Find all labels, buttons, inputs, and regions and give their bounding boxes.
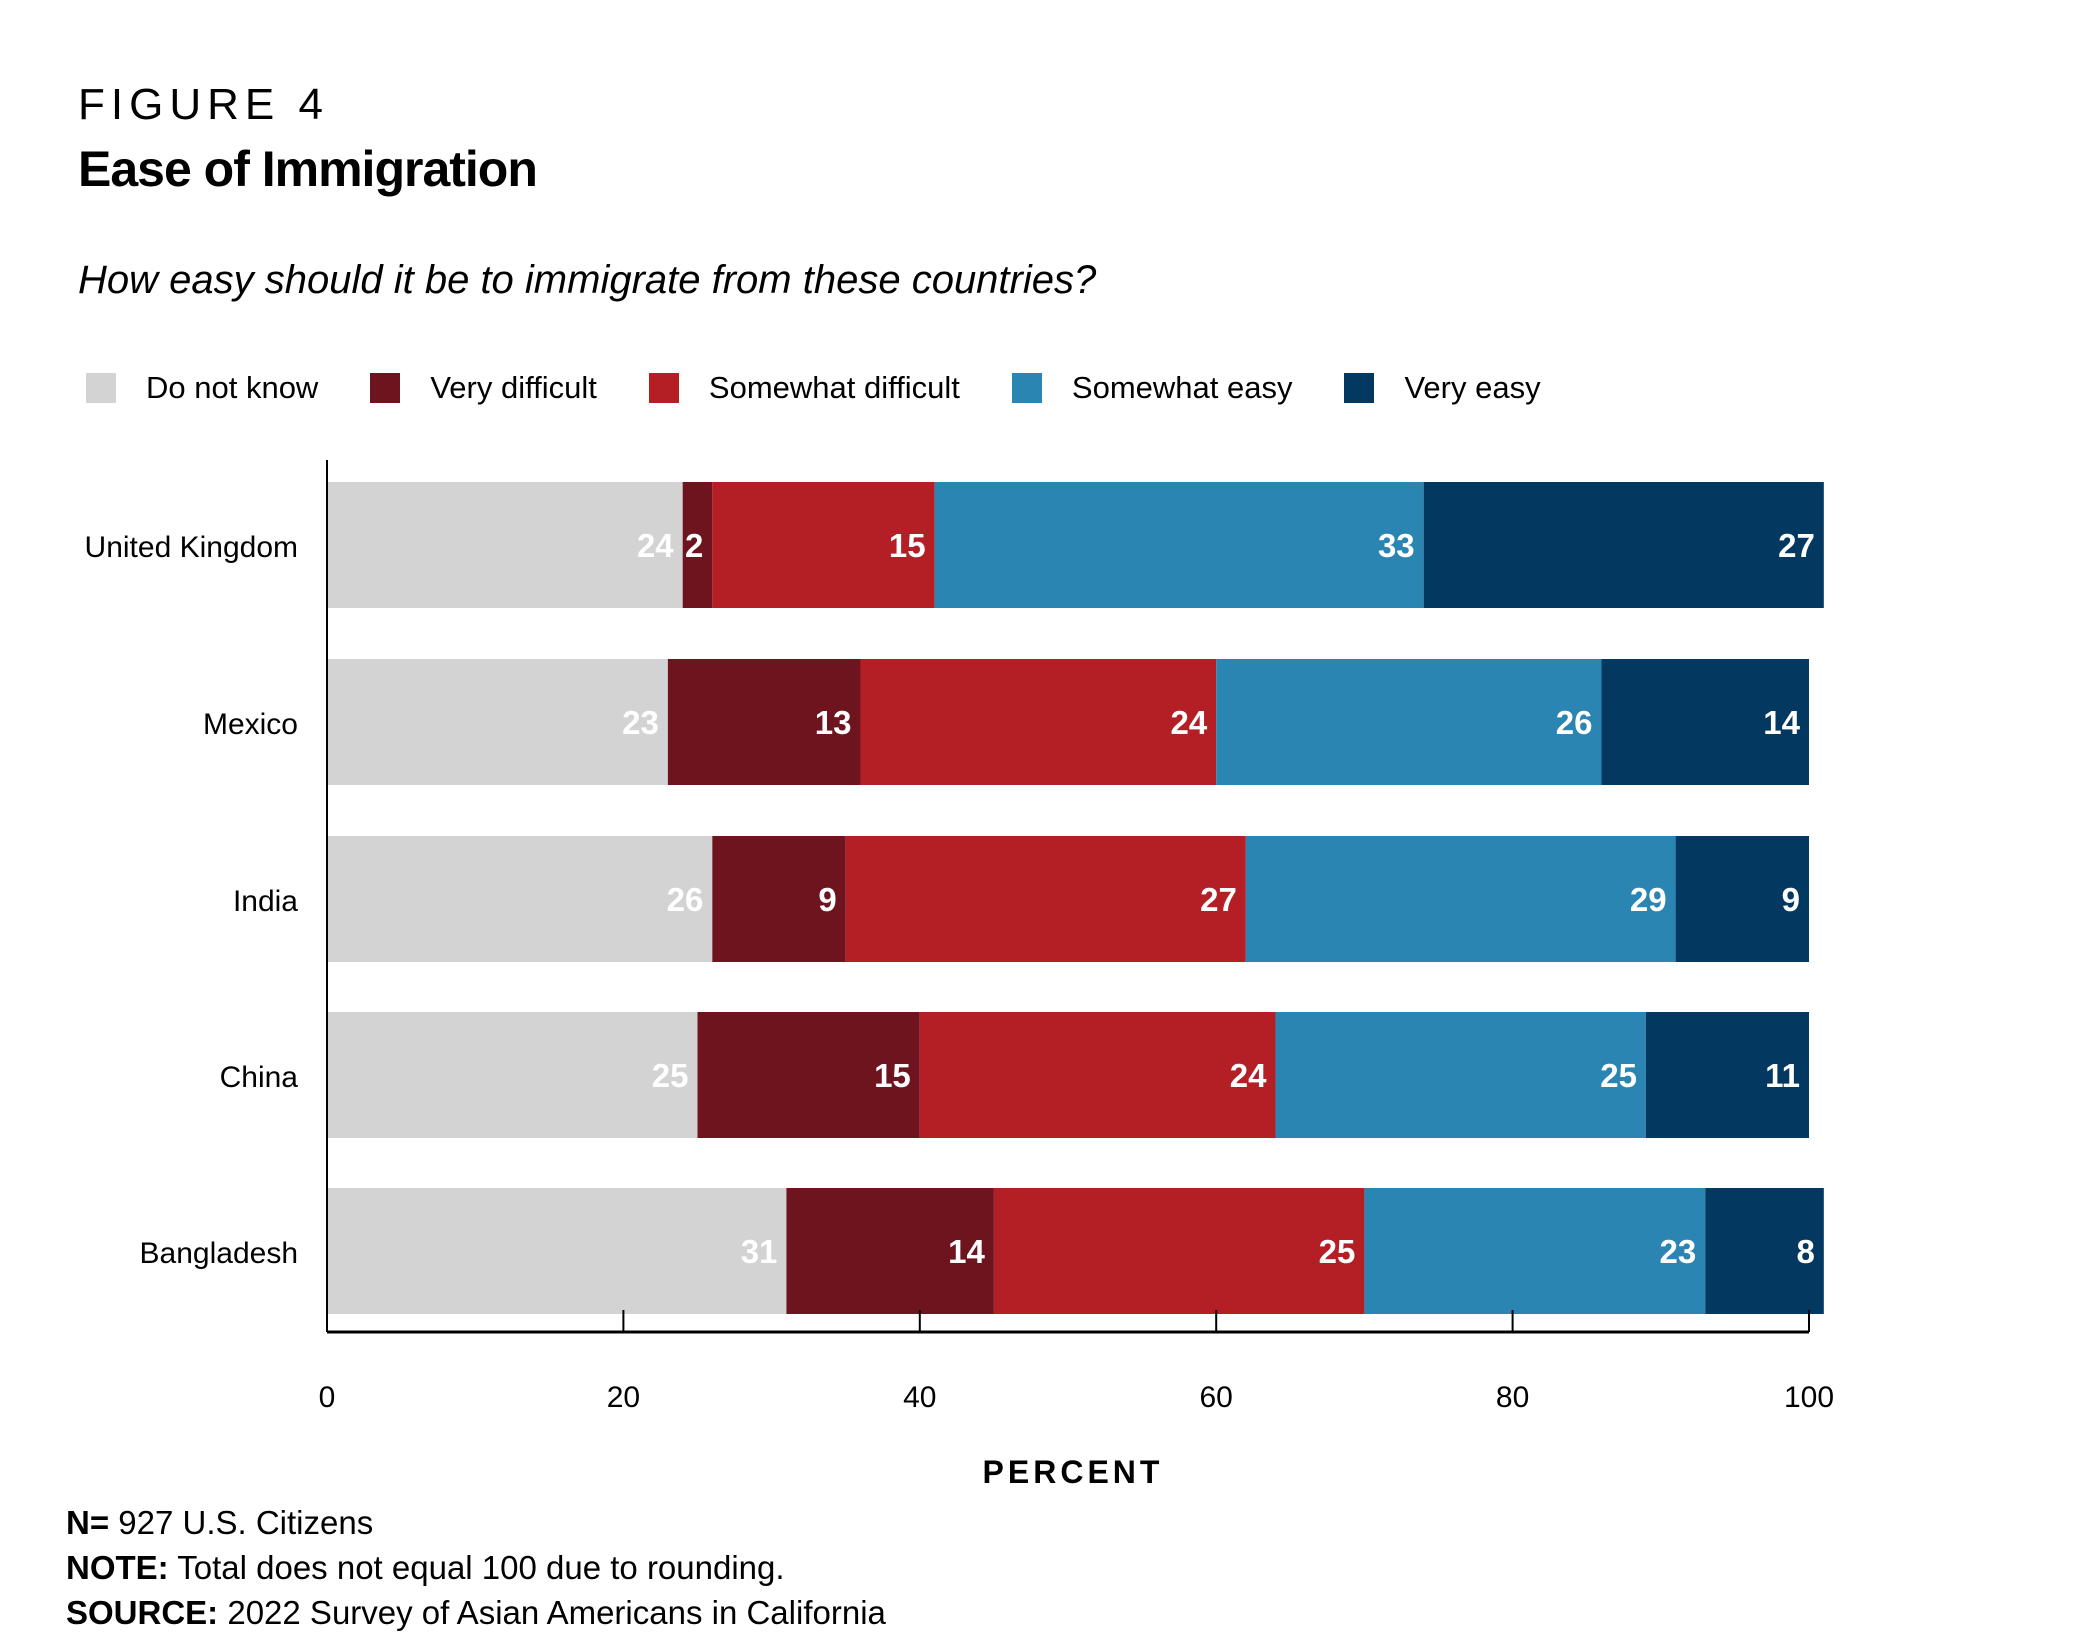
bar-segment-united-kingdom-somewhat-difficult	[712, 482, 935, 608]
x-tick-label: 60	[1200, 1381, 1233, 1414]
bar-segment-china-very-difficult	[697, 1012, 920, 1138]
data-label: 24	[1170, 704, 1207, 741]
bar-segment-china-very-easy	[1645, 1012, 1809, 1138]
source-note: SOURCE: 2022 Survey of Asian Americans i…	[66, 1594, 886, 1631]
bar-segment-bangladesh-somewhat-difficult	[993, 1188, 1365, 1314]
legend-item-do-not-know: Do not know	[86, 370, 318, 406]
bar-segment-united-kingdom-do-not-know	[327, 482, 683, 608]
bar-segment-bangladesh-very-difficult	[786, 1188, 994, 1314]
legend-label: Very easy	[1404, 370, 1541, 405]
bar-segment-bangladesh-do-not-know	[327, 1188, 787, 1314]
data-label: 25	[1319, 1233, 1356, 1270]
legend-item-very-difficult: Very difficult	[370, 370, 597, 406]
data-label: 23	[1660, 1233, 1697, 1270]
bar-segment-india-somewhat-difficult	[845, 836, 1246, 962]
bar-segment-china-do-not-know	[327, 1012, 698, 1138]
bar-segment-china-somewhat-easy	[1275, 1012, 1646, 1138]
data-label: 8	[1796, 1233, 1814, 1270]
category-label-china: China	[220, 1061, 299, 1094]
legend-swatch	[370, 373, 401, 403]
legend-label: Do not know	[146, 370, 319, 405]
data-label: 13	[815, 704, 852, 741]
category-label-united-kingdom: United Kingdom	[85, 531, 298, 564]
x-tick-label: 80	[1496, 1381, 1529, 1414]
x-tick-label: 0	[319, 1381, 336, 1414]
legend-item-very-easy: Very easy	[1344, 370, 1541, 406]
x-axis-title: PERCENT	[983, 1454, 1164, 1490]
data-label: 23	[622, 704, 659, 741]
legend: Do not know Very difficult Somewhat diff…	[86, 370, 1593, 406]
bar-segment-united-kingdom-somewhat-easy	[934, 482, 1424, 608]
legend-label: Somewhat easy	[1071, 370, 1293, 405]
legend-swatch	[1344, 373, 1375, 403]
bar-segment-mexico-somewhat-difficult	[860, 659, 1217, 785]
chart-title: Ease of Immigration	[78, 141, 538, 197]
sample-size-note: N= 927 U.S. Citizens	[66, 1504, 374, 1541]
data-label: 27	[1778, 527, 1815, 564]
x-tick-label: 40	[903, 1381, 936, 1414]
bar-segment-india-very-easy	[1675, 836, 1809, 962]
data-label: 33	[1378, 527, 1415, 564]
bar-segment-bangladesh-very-easy	[1705, 1188, 1824, 1314]
x-tick-label: 100	[1784, 1381, 1834, 1414]
legend-swatch	[648, 373, 679, 403]
data-label: 24	[1230, 1057, 1267, 1094]
data-label: 14	[1763, 704, 1800, 741]
legend-swatch	[1011, 373, 1042, 403]
legend-label: Somewhat difficult	[708, 370, 960, 405]
data-label: 31	[741, 1233, 778, 1270]
x-tick-label: 20	[607, 1381, 640, 1414]
bar-segment-india-do-not-know	[327, 836, 713, 962]
bar-segment-united-kingdom-very-difficult	[682, 482, 713, 608]
data-label: 14	[948, 1233, 985, 1270]
data-label: 9	[1782, 881, 1800, 918]
legend-label: Very difficult	[430, 370, 597, 405]
data-label: 25	[1600, 1057, 1637, 1094]
data-label: 26	[667, 881, 704, 918]
bar-segment-mexico-very-easy	[1601, 659, 1809, 785]
bar-segment-china-somewhat-difficult	[919, 1012, 1276, 1138]
legend-item-somewhat-difficult: Somewhat difficult	[648, 370, 960, 406]
category-label-india: India	[233, 885, 298, 918]
rounding-note: NOTE: Total does not equal 100 due to ro…	[66, 1549, 785, 1586]
bar-segment-united-kingdom-very-easy	[1423, 482, 1824, 608]
data-label: 24	[637, 527, 674, 564]
data-label: 25	[652, 1057, 689, 1094]
data-label: 29	[1630, 881, 1667, 918]
bar-segment-india-very-difficult	[712, 836, 846, 962]
bar-segment-india-somewhat-easy	[1245, 836, 1676, 962]
legend-item-somewhat-easy: Somewhat easy	[1011, 370, 1293, 406]
data-label: 2	[685, 527, 703, 564]
data-label: 9	[818, 881, 836, 918]
category-label-bangladesh: Bangladesh	[140, 1237, 298, 1270]
bar-segment-bangladesh-somewhat-easy	[1364, 1188, 1706, 1314]
chart-notes: N= 927 U.S. Citizens NOTE: Total does no…	[66, 1500, 886, 1635]
bar-segment-mexico-somewhat-easy	[1216, 659, 1602, 785]
data-label: 27	[1200, 881, 1237, 918]
bar-segment-mexico-do-not-know	[327, 659, 668, 785]
data-label: 11	[1765, 1057, 1800, 1094]
bar-segment-mexico-very-difficult	[667, 659, 861, 785]
category-label-mexico: Mexico	[203, 708, 298, 741]
data-label: 15	[889, 527, 926, 564]
figure-label: FIGURE 4	[78, 80, 329, 129]
data-label: 15	[874, 1057, 911, 1094]
legend-swatch	[86, 373, 116, 403]
chart-subtitle: How easy should it be to immigrate from …	[78, 258, 1097, 302]
data-label: 26	[1556, 704, 1593, 741]
